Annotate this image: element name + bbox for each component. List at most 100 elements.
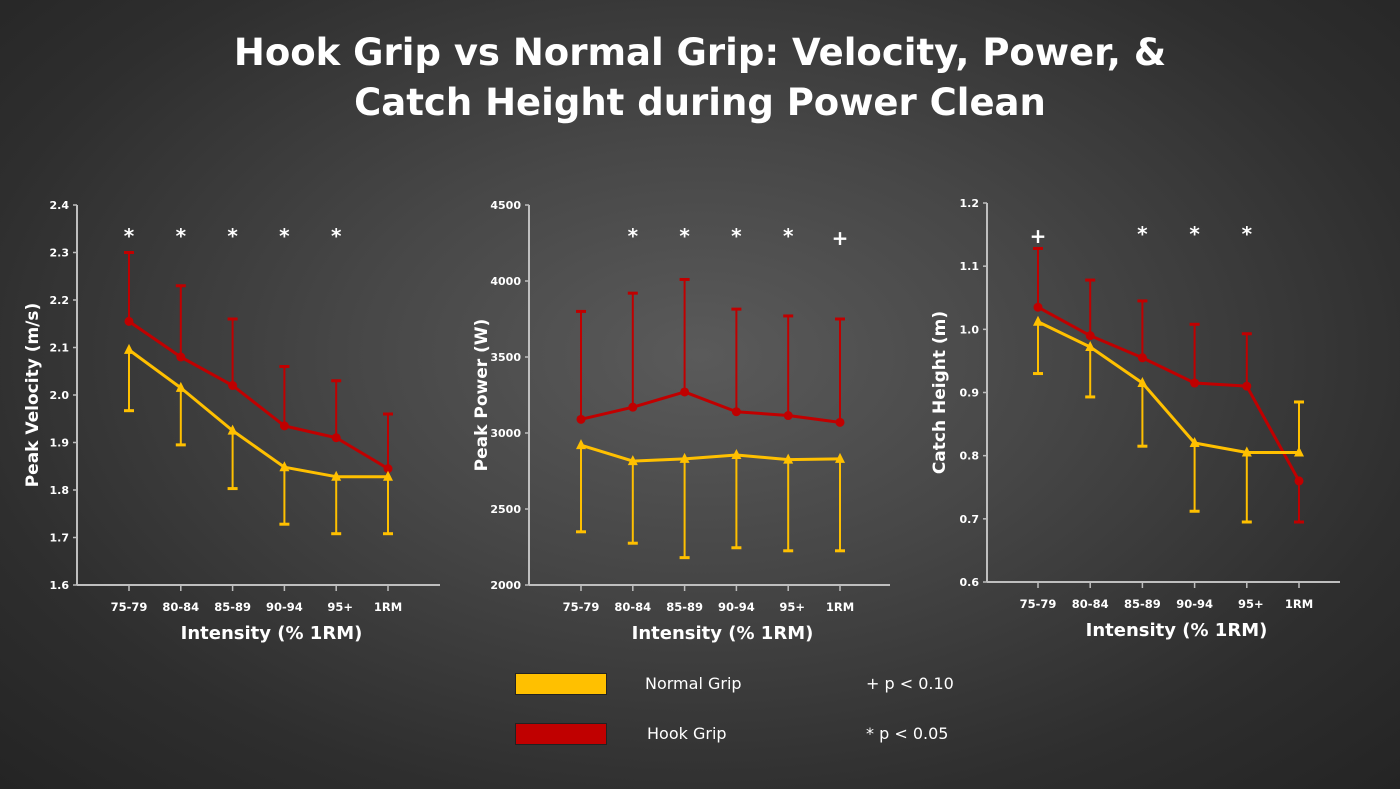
- x-tick-label: 1RM: [826, 600, 854, 614]
- hook-data-point: [1033, 302, 1043, 312]
- x-tick-label: 95+: [1238, 597, 1264, 611]
- normal-series-line: [128, 348, 388, 479]
- legend-note-plus: + p < 0.10: [866, 674, 954, 693]
- hook-data-point: [1294, 476, 1304, 486]
- hook-data-point: [783, 411, 793, 421]
- chart-title: Hook Grip vs Normal Grip: Velocity, Powe…: [0, 28, 1400, 128]
- significance-star: *: [679, 224, 690, 248]
- normal-data-point: [1137, 377, 1148, 388]
- y-axis-label: Peak Power (W): [472, 319, 492, 472]
- normal-data-point: [731, 449, 742, 460]
- normal-data-point: [1085, 341, 1096, 352]
- significance-star: *: [279, 224, 290, 248]
- normal-data-point: [279, 461, 290, 472]
- title-line-1: Hook Grip vs Normal Grip: Velocity, Powe…: [233, 31, 1167, 74]
- legend-swatch-hook: [515, 723, 607, 745]
- hook-data-point: [228, 381, 238, 390]
- x-tick-label: 1RM: [1285, 597, 1313, 611]
- significance-star: *: [783, 224, 794, 248]
- y-tick-label: 1.2: [960, 197, 980, 210]
- normal-data-point: [679, 452, 690, 463]
- y-tick-label: 3000: [490, 427, 521, 440]
- hook-data-point: [1190, 378, 1200, 388]
- normal-data-point: [1189, 437, 1200, 448]
- hook-data-point: [1242, 381, 1252, 391]
- normal-series-line: [1037, 320, 1299, 455]
- normal-data-point: [627, 455, 638, 466]
- normal-data-point: [1294, 446, 1304, 457]
- y-tick-label: 2.3: [50, 247, 70, 260]
- hook-data-point: [279, 421, 289, 431]
- significance-plus: +: [832, 226, 849, 250]
- hook-series-line: [128, 320, 389, 470]
- y-tick-label: 1.6: [50, 579, 70, 592]
- y-tick-label: 3500: [490, 351, 521, 364]
- y-tick-label: 1.1: [960, 260, 980, 273]
- y-axis-label: Peak Velocity (m/s): [23, 303, 43, 488]
- hook-series-line: [1037, 305, 1301, 482]
- hook-data-point: [628, 402, 638, 412]
- legend-note-star: * p < 0.05: [866, 724, 949, 743]
- normal-data-point: [124, 343, 134, 354]
- significance-star: *: [227, 224, 238, 248]
- hook-data-point: [576, 414, 586, 424]
- normal-data-point: [835, 452, 845, 463]
- normal-data-point: [783, 453, 794, 464]
- x-tick-label: 90-94: [1176, 597, 1213, 611]
- significance-plus: +: [1030, 224, 1047, 248]
- significance-star: *: [124, 224, 135, 248]
- y-tick-label: 0.7: [960, 513, 980, 526]
- hook-data-point: [1085, 331, 1095, 341]
- x-axis-label: Intensity (% 1RM): [1086, 620, 1268, 641]
- normal-data-point: [1241, 446, 1252, 457]
- significance-star: *: [1242, 222, 1253, 246]
- significance-star: *: [731, 224, 742, 248]
- x-tick-label: 85-89: [1124, 597, 1161, 611]
- legend-swatch-normal: [515, 673, 607, 695]
- significance-star: *: [628, 224, 639, 248]
- y-tick-label: 2000: [490, 579, 521, 592]
- legend-label-hook: Hook Grip: [647, 724, 727, 743]
- y-tick-label: 0.6: [960, 576, 980, 589]
- normal-data-point: [1033, 315, 1043, 326]
- normal-data-point: [227, 424, 238, 435]
- y-tick-label: 1.9: [50, 437, 70, 450]
- normal-series-line: [580, 443, 841, 463]
- normal-data-point: [331, 470, 342, 481]
- x-axis-label: Intensity (% 1RM): [632, 623, 814, 644]
- y-tick-label: 4000: [490, 275, 521, 288]
- x-tick-label: 75-79: [563, 600, 600, 614]
- y-tick-label: 0.8: [960, 450, 980, 463]
- chart-3: 0.6 0.7 0.8 0.9 1.0 1.1 1.2 75-79 +80-84 85-89 * 90…: [930, 197, 1340, 641]
- y-axis-label: Catch Height (m): [930, 311, 950, 474]
- x-axis-label: Intensity (% 1RM): [181, 623, 363, 644]
- y-tick-label: 2.0: [50, 389, 70, 402]
- y-tick-label: 2500: [490, 503, 521, 516]
- significance-star: *: [1137, 222, 1148, 246]
- normal-data-point: [175, 381, 186, 392]
- y-tick-label: 2.1: [50, 342, 70, 355]
- hook-data-point: [680, 387, 690, 397]
- hook-data-point: [731, 407, 741, 417]
- hook-data-point: [1137, 353, 1147, 363]
- x-tick-label: 75-79: [111, 600, 148, 614]
- title-line-2: Catch Height during Power Clean: [354, 81, 1046, 124]
- y-tick-label: 1.0: [960, 323, 980, 336]
- normal-data-point: [383, 470, 393, 481]
- significance-star: *: [1189, 222, 1200, 246]
- y-tick-label: 0.9: [960, 387, 980, 400]
- x-tick-label: 95+: [327, 600, 353, 614]
- hook-data-point: [835, 417, 845, 427]
- chart-1: 1.6 1.7 1.8 1.9 2.0 2.1 2.2 2.3 2.4 75-79 * 80-84 * 8…: [23, 199, 440, 644]
- x-tick-label: 85-89: [666, 600, 703, 614]
- x-tick-label: 80-84: [162, 600, 199, 614]
- x-tick-label: 85-89: [214, 600, 251, 614]
- chart-2: 2000 2500 3000 3500 4000 4500 75-79 80-84 * 85-89…: [472, 199, 890, 644]
- x-tick-label: 90-94: [266, 600, 303, 614]
- y-tick-label: 2.4: [50, 199, 70, 212]
- significance-star: *: [176, 224, 187, 248]
- hook-data-point: [176, 352, 186, 362]
- hook-series-line: [580, 390, 841, 424]
- y-tick-label: 1.8: [50, 484, 70, 497]
